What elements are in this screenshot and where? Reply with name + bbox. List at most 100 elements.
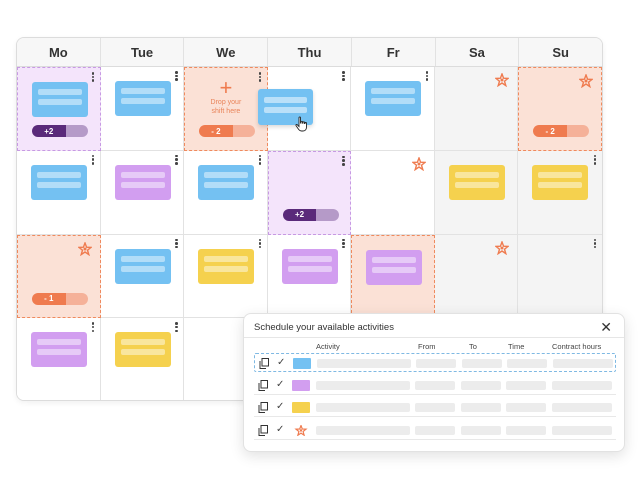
more-options-icon[interactable]	[91, 72, 95, 83]
shift-card[interactable]	[31, 164, 87, 200]
shift-card[interactable]	[198, 248, 255, 284]
time-field[interactable]	[506, 403, 546, 412]
activity-field[interactable]	[316, 381, 410, 390]
cell-fr-w2[interactable]	[351, 150, 435, 235]
shift-card[interactable]	[365, 81, 422, 116]
time-field[interactable]	[507, 359, 547, 368]
cell-tue-w2[interactable]	[100, 150, 185, 235]
cell-we-w1[interactable]: + Drop your shift here - 2	[184, 67, 268, 151]
more-options-icon[interactable]	[258, 72, 262, 83]
check-icon[interactable]: ✓	[276, 379, 285, 390]
more-options-icon[interactable]	[91, 322, 95, 333]
shift-card[interactable]	[532, 164, 589, 200]
to-field[interactable]	[461, 403, 501, 412]
more-options-icon[interactable]	[593, 238, 597, 250]
to-field[interactable]	[462, 359, 502, 368]
time-field[interactable]	[506, 381, 546, 390]
calendar-header: Mo Tue We Thu Fr Sa Su	[17, 38, 602, 67]
more-options-icon[interactable]	[175, 322, 178, 333]
shift-card[interactable]	[448, 164, 505, 200]
cell-su-w3[interactable]	[518, 234, 602, 319]
check-icon[interactable]: ✓	[276, 401, 285, 412]
cell-fr-w1[interactable]	[351, 67, 435, 151]
activity-field[interactable]	[317, 359, 411, 368]
cell-thu-w3[interactable]	[267, 234, 352, 319]
cell-tue-w3[interactable]	[100, 234, 185, 319]
shift-card[interactable]	[114, 164, 171, 200]
cell-tue-w1[interactable]	[100, 67, 185, 151]
more-options-icon[interactable]	[175, 71, 178, 82]
check-icon[interactable]: ✓	[276, 424, 285, 435]
to-field[interactable]	[461, 426, 501, 435]
count-badge: +2	[282, 208, 339, 221]
activity-field[interactable]	[316, 426, 410, 435]
contract-hours-field[interactable]	[553, 359, 613, 368]
cell-sa-w1[interactable]	[434, 67, 519, 151]
from-field[interactable]	[416, 359, 456, 368]
schedule-panel: Schedule your available activities ✕ Act…	[243, 313, 625, 452]
activity-row[interactable]: ✓	[254, 376, 616, 395]
close-icon[interactable]: ✕	[600, 319, 612, 335]
more-options-icon[interactable]	[258, 238, 262, 250]
from-field[interactable]	[415, 426, 455, 435]
star-icon	[77, 241, 92, 256]
activity-row[interactable]: ✓	[254, 353, 616, 372]
to-field[interactable]	[461, 381, 501, 390]
copy-icon[interactable]	[258, 425, 268, 436]
activity-field[interactable]	[316, 403, 410, 412]
cell-sa-w2[interactable]	[434, 150, 519, 235]
copy-icon[interactable]	[259, 358, 269, 369]
day-header-sa: Sa	[436, 38, 520, 66]
contract-hours-field[interactable]	[552, 381, 612, 390]
copy-icon[interactable]	[258, 402, 268, 413]
cell-mo-w4[interactable]	[17, 318, 101, 400]
check-icon[interactable]: ✓	[277, 357, 286, 368]
cell-we-w3[interactable]	[184, 234, 268, 319]
cell-su-w1[interactable]: - 2	[518, 67, 602, 151]
more-options-icon[interactable]	[258, 154, 262, 166]
activity-row[interactable]: ✓	[254, 421, 616, 440]
shift-card[interactable]	[366, 249, 423, 285]
more-options-icon[interactable]	[593, 154, 597, 166]
more-options-icon[interactable]	[342, 71, 345, 82]
from-field[interactable]	[415, 403, 455, 412]
contract-hours-field[interactable]	[552, 403, 612, 412]
shift-card[interactable]	[281, 248, 338, 284]
cell-mo-w2[interactable]	[17, 150, 101, 235]
cell-su-w2[interactable]	[518, 150, 602, 235]
cell-tue-w4[interactable]	[100, 318, 185, 400]
star-icon	[495, 240, 510, 255]
activity-row[interactable]: ✓	[254, 398, 616, 417]
more-options-icon[interactable]	[91, 154, 95, 166]
column-time: Time	[508, 342, 525, 351]
dragged-shift-card[interactable]	[258, 89, 313, 125]
more-options-icon[interactable]	[175, 238, 178, 250]
column-contract-hours: Contract hours	[552, 342, 602, 351]
cell-thu-w2[interactable]: +2	[267, 150, 352, 235]
drop-zone[interactable]: + Drop your shift here	[185, 77, 267, 116]
cell-fr-w3[interactable]	[351, 234, 435, 319]
divider	[244, 337, 624, 338]
copy-icon[interactable]	[258, 380, 268, 391]
time-field[interactable]	[506, 426, 546, 435]
contract-hours-field[interactable]	[552, 426, 612, 435]
shift-card[interactable]	[32, 82, 88, 117]
hand-cursor-icon	[295, 116, 307, 132]
cell-sa-w3[interactable]	[434, 234, 519, 319]
more-options-icon[interactable]	[175, 154, 178, 166]
star-icon	[495, 73, 510, 87]
cell-mo-w3[interactable]: - 1	[17, 234, 101, 319]
more-options-icon[interactable]	[425, 71, 429, 82]
cell-we-w2[interactable]	[184, 150, 268, 235]
more-options-icon[interactable]	[342, 155, 345, 167]
shift-card[interactable]	[114, 248, 171, 284]
more-options-icon[interactable]	[342, 238, 345, 250]
shift-card[interactable]	[114, 332, 171, 368]
color-swatch-purple	[292, 380, 310, 391]
shift-card[interactable]	[198, 164, 255, 200]
panel-title: Schedule your available activities	[254, 322, 394, 333]
shift-card[interactable]	[31, 332, 87, 368]
cell-mo-w1[interactable]: +2	[17, 67, 101, 151]
shift-card[interactable]	[114, 81, 171, 116]
from-field[interactable]	[415, 381, 455, 390]
